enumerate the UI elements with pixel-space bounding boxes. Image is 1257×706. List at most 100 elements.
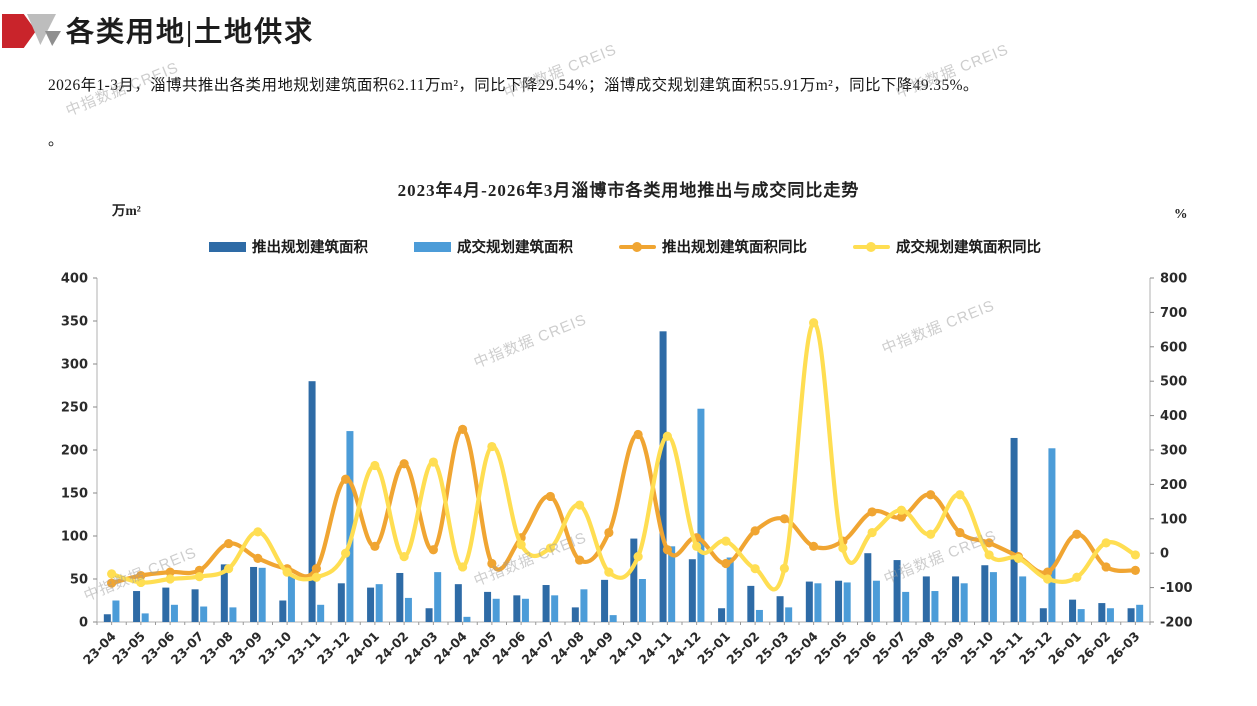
legend-item: 推出规划建筑面积: [209, 236, 368, 257]
bar: [1106, 608, 1114, 622]
line-point: [136, 577, 146, 588]
line-point: [926, 529, 936, 539]
line-point: [224, 538, 234, 549]
bar: [864, 553, 872, 622]
left-axis-tick-label: 350: [61, 315, 88, 330]
bar: [542, 585, 550, 622]
bar: [191, 589, 199, 622]
bar: [1048, 448, 1056, 622]
line-point: [955, 490, 965, 500]
right-axis-unit-label: %: [1174, 206, 1188, 221]
bar: [893, 560, 901, 622]
line-point: [165, 574, 175, 584]
line-point: [1072, 572, 1082, 582]
right-axis-tick-label: -200: [1160, 616, 1193, 631]
chart-title: 2023年4月-2026年3月淄博市各类用地推出与成交同比走势: [397, 181, 860, 200]
bar: [287, 574, 295, 622]
line-point: [165, 567, 175, 577]
bar: [200, 606, 208, 622]
right-axis-tick-label: 600: [1160, 340, 1187, 355]
line-point: [1043, 567, 1053, 577]
line-point: [662, 431, 672, 441]
line-point: [721, 536, 731, 546]
line-point: [575, 500, 585, 510]
bar: [1039, 608, 1047, 622]
right-axis-tick-label: 700: [1160, 306, 1187, 321]
bar: [952, 576, 960, 622]
bar: [484, 591, 492, 622]
page-title: 各类用地|土地供求: [66, 17, 315, 48]
bar: [814, 583, 822, 622]
bar: [492, 598, 500, 622]
line-point: [984, 538, 994, 548]
x-axis-label: 26-03: [1104, 629, 1143, 668]
bar: [601, 579, 609, 622]
line-point: [838, 543, 848, 553]
line-point: [370, 541, 380, 551]
line-point: [926, 490, 936, 500]
line-point: [282, 567, 292, 577]
line-point: [809, 541, 819, 551]
bar: [141, 613, 149, 622]
bar: [250, 566, 258, 622]
bar: [337, 583, 345, 622]
summary-text: 2026年1-3月，淄博共推出各类用地规划建筑面积62.11万m²，同比下降29…: [48, 77, 979, 94]
line-point: [458, 562, 468, 572]
line-point: [633, 429, 643, 440]
legend-line-swatch-icon: [619, 241, 656, 253]
bar: [659, 331, 667, 622]
bar: [668, 546, 676, 622]
bar: [755, 609, 763, 622]
summary-text-line2: 。: [48, 132, 64, 149]
right-axis-tick-label: 500: [1160, 375, 1187, 390]
line-point: [1043, 574, 1053, 584]
line-point: [1101, 538, 1111, 548]
left-axis-tick-label: 400: [61, 272, 88, 287]
bar: [989, 572, 997, 622]
bar: [835, 580, 843, 622]
legend-bar-swatch-icon: [414, 241, 451, 252]
bars-成交规划建筑面积: [112, 408, 1144, 622]
bar: [425, 608, 433, 622]
left-axis-tick-label: 200: [61, 444, 88, 459]
line-point: [428, 545, 438, 555]
line-point: [809, 318, 819, 328]
line-point: [1072, 529, 1082, 539]
line-point: [867, 527, 877, 538]
line-point: [604, 527, 614, 538]
bar: [367, 587, 375, 622]
bar: [571, 607, 579, 622]
line-point: [311, 564, 321, 574]
line-point: [487, 441, 497, 452]
legend-label: 推出规划建筑面积: [252, 240, 368, 256]
bar: [454, 584, 462, 622]
line-point: [750, 526, 760, 536]
bar: [434, 572, 442, 622]
bar: [112, 600, 120, 622]
left-axis-tick-label: 300: [61, 358, 88, 373]
right-axis-tick-label: 300: [1160, 444, 1187, 459]
line-point: [341, 548, 351, 558]
bar: [103, 614, 111, 622]
bar: [718, 608, 726, 622]
line-point: [779, 563, 789, 573]
legend-item: 成交规划建筑面积: [414, 236, 573, 257]
left-axis-tick-label: 250: [61, 401, 88, 416]
bar: [162, 587, 170, 622]
line-point: [545, 491, 555, 502]
line-point: [224, 564, 234, 574]
line-point: [575, 555, 585, 565]
line-成交规划建筑面积同比: [107, 318, 1140, 592]
line-point: [341, 474, 351, 484]
line-point: [1101, 562, 1111, 572]
bar: [308, 381, 316, 622]
legend-bar-swatch-icon: [209, 241, 246, 252]
line-point: [370, 460, 380, 471]
bar: [1098, 603, 1106, 622]
brand-logo-icon: [2, 14, 64, 48]
line-point: [721, 558, 731, 569]
line-point: [692, 541, 702, 551]
bar: [463, 616, 471, 622]
line-point: [107, 578, 117, 588]
